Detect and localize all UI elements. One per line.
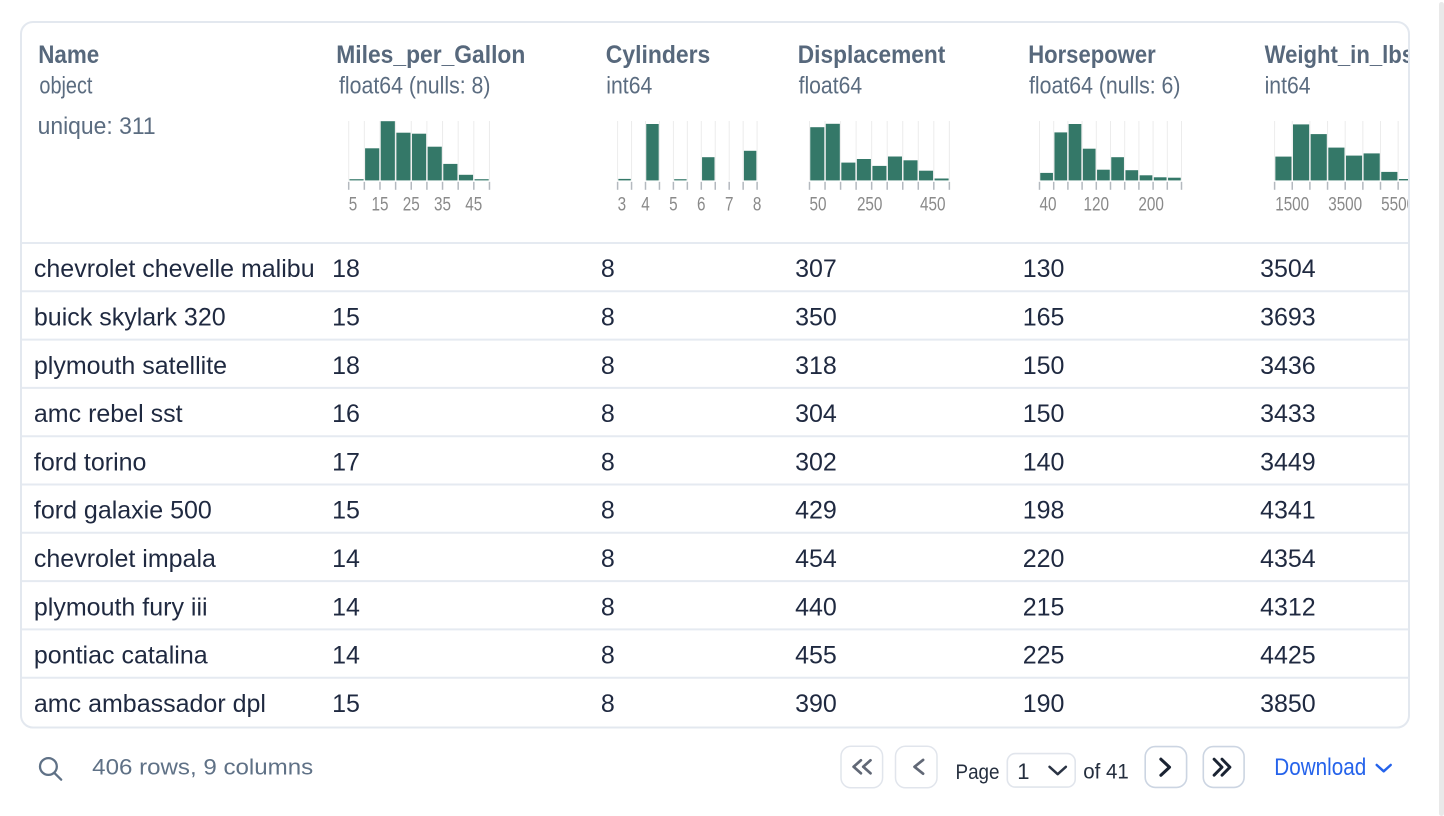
svg-text:8: 8 xyxy=(601,304,615,332)
svg-text:455: 455 xyxy=(795,642,837,670)
svg-text:165: 165 xyxy=(1023,304,1065,332)
svg-text:8: 8 xyxy=(601,448,615,476)
svg-text:4354: 4354 xyxy=(1260,545,1316,573)
svg-text:200: 200 xyxy=(1138,193,1164,215)
svg-text:15: 15 xyxy=(332,497,360,525)
svg-text:250: 250 xyxy=(857,193,883,215)
svg-text:140: 140 xyxy=(1023,448,1065,476)
svg-text:8: 8 xyxy=(601,255,615,283)
svg-text:3504: 3504 xyxy=(1260,255,1316,283)
svg-text:15: 15 xyxy=(332,304,360,332)
svg-text:float64: float64 xyxy=(799,72,863,99)
svg-text:18: 18 xyxy=(332,255,360,283)
svg-text:object: object xyxy=(39,72,92,99)
svg-text:8: 8 xyxy=(601,400,615,428)
svg-text:pontiac catalina: pontiac catalina xyxy=(34,642,208,670)
svg-text:4: 4 xyxy=(641,193,650,215)
svg-text:15: 15 xyxy=(372,193,389,215)
svg-text:150: 150 xyxy=(1023,352,1065,380)
svg-text:1500: 1500 xyxy=(1275,193,1309,215)
svg-text:40: 40 xyxy=(1040,193,1057,215)
svg-text:chevrolet impala: chevrolet impala xyxy=(34,545,216,573)
svg-text:215: 215 xyxy=(1023,593,1065,621)
svg-text:3: 3 xyxy=(618,193,627,215)
svg-text:plymouth satellite: plymouth satellite xyxy=(34,352,227,380)
svg-text:ford torino: ford torino xyxy=(34,448,147,476)
svg-text:390: 390 xyxy=(795,690,837,718)
svg-text:5500: 5500 xyxy=(1381,193,1415,215)
svg-text:50: 50 xyxy=(810,193,827,215)
svg-text:225: 225 xyxy=(1023,642,1065,670)
svg-text:plymouth fury iii: plymouth fury iii xyxy=(34,593,208,621)
svg-text:17: 17 xyxy=(332,448,360,476)
svg-text:4312: 4312 xyxy=(1260,593,1316,621)
svg-text:8: 8 xyxy=(753,193,762,215)
svg-text:25: 25 xyxy=(403,193,420,215)
svg-text:Miles_per_Gallon: Miles_per_Gallon xyxy=(336,41,525,69)
svg-text:Weight_in_lbs: Weight_in_lbs xyxy=(1265,41,1415,69)
svg-text:float64 (nulls: 6): float64 (nulls: 6) xyxy=(1029,72,1181,99)
svg-text:8: 8 xyxy=(601,497,615,525)
svg-text:unique: 311: unique: 311 xyxy=(38,113,156,140)
svg-text:Horsepower: Horsepower xyxy=(1028,41,1156,69)
svg-text:of 41: of 41 xyxy=(1083,761,1129,784)
svg-text:amc ambassador dpl: amc ambassador dpl xyxy=(34,690,266,718)
svg-text:3433: 3433 xyxy=(1260,400,1316,428)
svg-text:7: 7 xyxy=(725,193,734,215)
svg-text:120: 120 xyxy=(1084,193,1110,215)
svg-text:4425: 4425 xyxy=(1260,642,1316,670)
svg-text:int64: int64 xyxy=(606,72,652,99)
svg-text:5: 5 xyxy=(349,193,358,215)
svg-text:8: 8 xyxy=(601,642,615,670)
svg-text:3449: 3449 xyxy=(1260,448,1316,476)
svg-text:Page: Page xyxy=(956,761,1000,784)
svg-text:198: 198 xyxy=(1023,497,1065,525)
svg-text:Displacement: Displacement xyxy=(798,41,946,69)
svg-text:220: 220 xyxy=(1023,545,1065,573)
svg-text:318: 318 xyxy=(795,352,837,380)
svg-text:14: 14 xyxy=(332,545,360,573)
svg-text:190: 190 xyxy=(1023,690,1065,718)
svg-text:3693: 3693 xyxy=(1260,304,1316,332)
svg-text:8: 8 xyxy=(601,690,615,718)
svg-text:int64: int64 xyxy=(1265,72,1311,99)
svg-text:307: 307 xyxy=(795,255,837,283)
svg-text:150: 150 xyxy=(1023,400,1065,428)
svg-text:14: 14 xyxy=(332,593,360,621)
svg-text:8: 8 xyxy=(601,352,615,380)
svg-text:buick skylark 320: buick skylark 320 xyxy=(34,304,226,332)
svg-text:amc rebel sst: amc rebel sst xyxy=(34,400,183,428)
svg-text:440: 440 xyxy=(795,593,837,621)
svg-text:130: 130 xyxy=(1023,255,1065,283)
svg-text:3500: 3500 xyxy=(1328,193,1362,215)
svg-text:450: 450 xyxy=(920,193,946,215)
svg-text:ford galaxie 500: ford galaxie 500 xyxy=(34,497,212,525)
svg-text:Download: Download xyxy=(1274,754,1366,781)
svg-text:429: 429 xyxy=(795,497,837,525)
svg-text:8: 8 xyxy=(601,545,615,573)
svg-text:Name: Name xyxy=(38,41,99,69)
svg-text:Cylinders: Cylinders xyxy=(606,41,711,69)
svg-text:45: 45 xyxy=(465,193,482,215)
svg-text:18: 18 xyxy=(332,352,360,380)
svg-text:3850: 3850 xyxy=(1260,690,1316,718)
svg-text:350: 350 xyxy=(795,304,837,332)
svg-text:chevrolet chevelle malibu: chevrolet chevelle malibu xyxy=(34,255,315,283)
svg-text:35: 35 xyxy=(434,193,451,215)
svg-text:4341: 4341 xyxy=(1260,497,1316,525)
svg-text:14: 14 xyxy=(332,642,360,670)
svg-text:3436: 3436 xyxy=(1260,352,1316,380)
svg-text:406 rows, 9 columns: 406 rows, 9 columns xyxy=(92,755,313,780)
svg-text:5: 5 xyxy=(669,193,678,215)
svg-text:float64 (nulls: 8): float64 (nulls: 8) xyxy=(339,72,491,99)
svg-text:1: 1 xyxy=(1017,759,1029,784)
svg-text:302: 302 xyxy=(795,448,837,476)
svg-text:15: 15 xyxy=(332,690,360,718)
svg-text:454: 454 xyxy=(795,545,837,573)
svg-text:6: 6 xyxy=(697,193,706,215)
svg-text:8: 8 xyxy=(601,593,615,621)
svg-text:304: 304 xyxy=(795,400,837,428)
svg-text:16: 16 xyxy=(332,400,360,428)
